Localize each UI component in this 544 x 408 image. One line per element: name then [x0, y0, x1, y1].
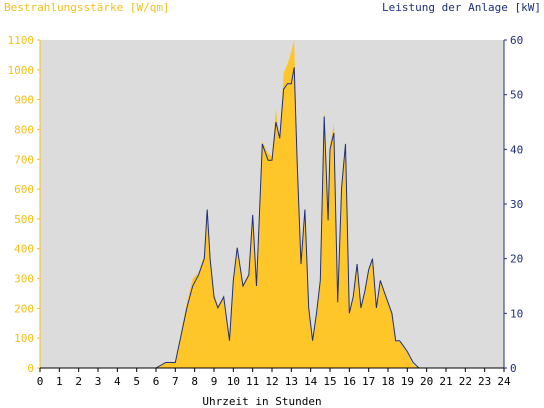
y-axis-left-label: Bestrahlungsstärke [W/qm]	[4, 1, 170, 14]
x-tick-label: 24	[497, 375, 511, 388]
x-tick-label: 2	[75, 375, 82, 388]
axes-layer: 0100200300400500600700800900100011000102…	[8, 34, 524, 388]
x-tick-label: 3	[95, 375, 102, 388]
x-tick-label: 4	[114, 375, 121, 388]
y-left-tick-label: 0	[27, 362, 34, 375]
y-left-tick-label: 100	[14, 332, 34, 345]
series-layer	[40, 40, 504, 369]
y-left-tick-label: 1100	[8, 34, 35, 47]
y-left-tick-label: 800	[14, 123, 34, 136]
x-axis-label: Uhrzeit in Stunden	[202, 395, 321, 408]
x-tick-label: 23	[478, 375, 491, 388]
x-tick-label: 11	[246, 375, 259, 388]
y-left-tick-label: 300	[14, 273, 34, 286]
y-left-tick-label: 200	[14, 302, 34, 315]
power-line	[40, 67, 504, 369]
x-tick-label: 8	[191, 375, 198, 388]
x-tick-label: 22	[459, 375, 472, 388]
y-right-tick-label: 40	[510, 143, 523, 156]
x-tick-label: 10	[227, 375, 240, 388]
y-left-tick-label: 500	[14, 213, 34, 226]
y-right-tick-label: 0	[510, 362, 517, 375]
x-tick-label: 19	[401, 375, 414, 388]
irradiance-area	[40, 40, 504, 368]
y-right-tick-label: 20	[510, 253, 523, 266]
y-left-tick-label: 900	[14, 94, 34, 107]
y-left-tick-label: 1000	[8, 64, 35, 77]
x-tick-label: 0	[37, 375, 44, 388]
x-tick-label: 6	[153, 375, 160, 388]
x-tick-label: 14	[304, 375, 318, 388]
x-tick-label: 18	[381, 375, 394, 388]
y-right-tick-label: 30	[510, 198, 523, 211]
y-left-tick-label: 600	[14, 183, 34, 196]
y-right-tick-label: 60	[510, 34, 523, 47]
y-left-tick-label: 400	[14, 243, 34, 256]
x-tick-label: 1	[56, 375, 63, 388]
x-tick-label: 20	[420, 375, 433, 388]
x-tick-label: 16	[343, 375, 356, 388]
x-tick-label: 15	[323, 375, 336, 388]
x-tick-label: 12	[265, 375, 278, 388]
y-left-tick-label: 700	[14, 153, 34, 166]
x-tick-label: 5	[133, 375, 140, 388]
y-right-tick-label: 50	[510, 89, 523, 102]
x-tick-label: 7	[172, 375, 179, 388]
x-tick-label: 9	[211, 375, 218, 388]
x-tick-label: 13	[285, 375, 298, 388]
y-axis-right-label: Leistung der Anlage [kW]	[382, 1, 541, 14]
x-tick-label: 21	[439, 375, 452, 388]
x-tick-label: 17	[362, 375, 375, 388]
y-right-tick-label: 10	[510, 307, 523, 320]
